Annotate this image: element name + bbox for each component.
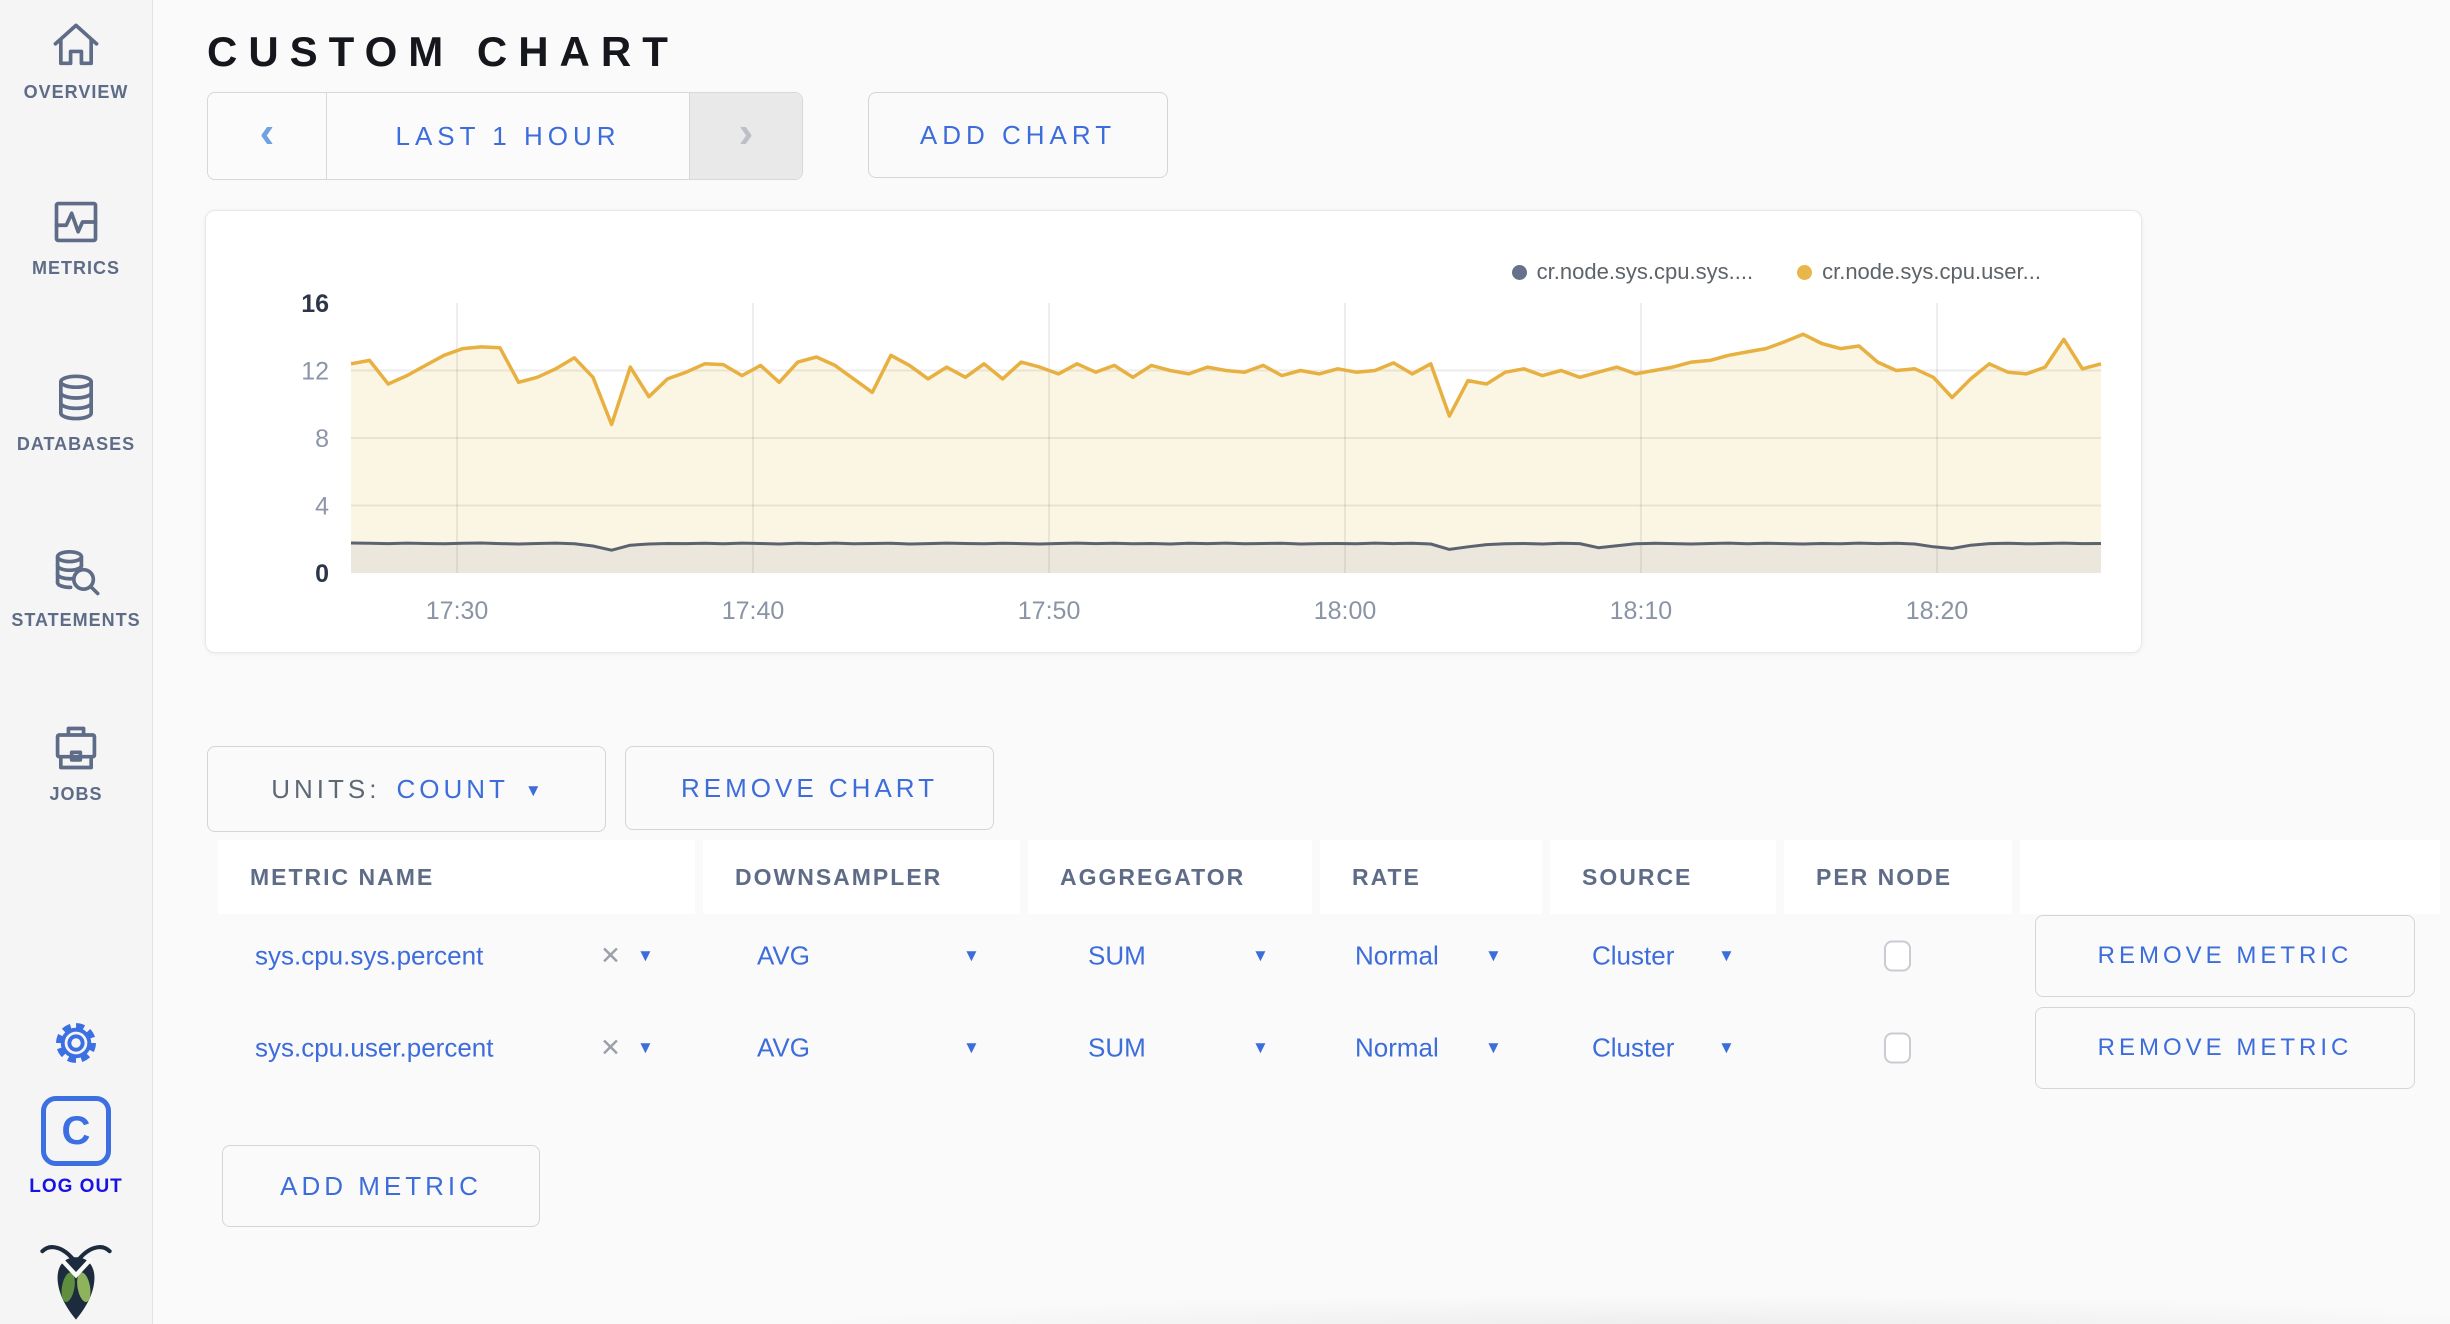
sidebar-item-jobs[interactable]: JOBS <box>0 722 152 805</box>
per-node-checkbox[interactable] <box>1884 940 1911 972</box>
svg-text:4: 4 <box>315 493 329 521</box>
downsampler-select[interactable]: AVG <box>757 1032 810 1063</box>
statements-icon <box>50 548 102 600</box>
sidebar-item-statements[interactable]: STATEMENTS <box>0 548 152 631</box>
table-row: sys.cpu.user.percent ✕ ▼ AVG ▼ SUM ▼ Nor… <box>0 1004 2450 1092</box>
svg-text:18:20: 18:20 <box>1906 597 1969 625</box>
clear-metric-icon[interactable]: ✕ <box>600 942 621 970</box>
column-header-downsampler: DOWNSAMPLER <box>703 840 1020 914</box>
chevron-down-icon: ▼ <box>524 781 542 800</box>
home-icon <box>50 20 102 72</box>
chevron-down-icon[interactable]: ▼ <box>1485 1038 1502 1057</box>
column-header-actions <box>2020 840 2440 914</box>
legend-dot-sys <box>1511 264 1527 280</box>
sidebar-item-label: STATEMENTS <box>11 610 141 630</box>
chevron-right-icon: › <box>738 108 754 157</box>
chart-card: 0 4 8 12 16 17:30 17:40 17:50 18:00 18:10 18:20 cr… <box>205 210 2142 653</box>
svg-text:17:30: 17:30 <box>426 597 489 625</box>
bottom-scroll-shadow <box>600 1294 2450 1324</box>
time-range-selector: ‹ LAST 1 HOUR › <box>207 92 803 180</box>
logout-button[interactable]: C LOG OUT <box>0 1096 152 1198</box>
svg-text:17:50: 17:50 <box>1018 597 1081 625</box>
sidebar-item-label: DATABASES <box>16 434 136 454</box>
chevron-down-icon[interactable]: ▼ <box>1485 946 1502 965</box>
time-range-prev-button[interactable]: ‹ <box>208 93 327 179</box>
per-node-checkbox[interactable] <box>1884 1032 1911 1064</box>
source-select[interactable]: Cluster <box>1592 940 1675 971</box>
svg-text:16: 16 <box>301 290 329 318</box>
chevron-down-icon[interactable]: ▼ <box>963 946 980 965</box>
svg-text:18:10: 18:10 <box>1610 597 1673 625</box>
svg-text:8: 8 <box>315 425 329 453</box>
gear-icon <box>47 1014 105 1072</box>
legend-dot-user <box>1797 264 1813 280</box>
metrics-icon <box>50 196 102 248</box>
clear-metric-icon[interactable]: ✕ <box>600 1034 621 1062</box>
legend-label-sys: cr.node.sys.cpu.sys.... <box>1536 259 1754 284</box>
svg-text:12: 12 <box>301 358 329 386</box>
column-header-per-node: PER NODE <box>1784 840 2012 914</box>
remove-metric-button[interactable]: REMOVE METRIC <box>2035 1007 2415 1089</box>
column-header-aggregator: AGGREGATOR <box>1028 840 1312 914</box>
cockroach-c-icon: C <box>41 1096 111 1166</box>
sidebar-item-label: OVERVIEW <box>23 82 129 102</box>
downsampler-select[interactable]: AVG <box>757 940 810 971</box>
legend-item-user[interactable]: cr.node.sys.cpu.user... <box>1797 259 2041 285</box>
timeseries-chart: 0 4 8 12 16 17:30 17:40 17:50 18:00 18:10 18:20 <box>301 290 2102 625</box>
legend-item-sys[interactable]: cr.node.sys.cpu.sys.... <box>1511 259 1754 285</box>
chevron-down-icon[interactable]: ▼ <box>637 946 654 965</box>
chevron-left-icon: ‹ <box>259 108 275 157</box>
chevron-down-icon[interactable]: ▼ <box>637 1038 654 1057</box>
page-title: CUSTOM CHART <box>207 28 679 76</box>
aggregator-select[interactable]: SUM <box>1088 1032 1146 1063</box>
sidebar-item-overview[interactable]: OVERVIEW <box>0 20 152 103</box>
chevron-down-icon[interactable]: ▼ <box>1718 946 1735 965</box>
svg-text:0: 0 <box>315 560 329 588</box>
chevron-down-icon[interactable]: ▼ <box>963 1038 980 1057</box>
add-chart-button[interactable]: ADD CHART <box>868 92 1168 178</box>
chevron-down-icon[interactable]: ▼ <box>1718 1038 1735 1057</box>
chevron-down-icon[interactable]: ▼ <box>1252 946 1269 965</box>
metric-name-input[interactable]: sys.cpu.sys.percent <box>255 940 484 971</box>
sidebar-item-databases[interactable]: DATABASES <box>0 372 152 455</box>
legend-label-user: cr.node.sys.cpu.user... <box>1822 259 2041 284</box>
column-header-metric-name: METRIC NAME <box>218 840 695 914</box>
column-header-source: SOURCE <box>1550 840 1776 914</box>
sidebar-item-label: JOBS <box>49 784 103 804</box>
units-value: COUNT <box>396 773 509 804</box>
source-select[interactable]: Cluster <box>1592 1032 1675 1063</box>
sidebar-item-metrics[interactable]: METRICS <box>0 196 152 279</box>
database-icon <box>50 372 102 424</box>
chevron-down-icon[interactable]: ▼ <box>1252 1038 1269 1057</box>
briefcase-icon <box>50 722 102 774</box>
svg-text:17:40: 17:40 <box>722 597 785 625</box>
cockroach-bug-icon <box>40 1238 112 1322</box>
rate-select[interactable]: Normal <box>1355 940 1439 971</box>
units-label: UNITS: <box>271 773 381 804</box>
sidebar-item-label: METRICS <box>32 258 120 278</box>
rate-select[interactable]: Normal <box>1355 1032 1439 1063</box>
time-range-next-button[interactable]: › <box>689 93 802 179</box>
column-header-rate: RATE <box>1320 840 1542 914</box>
add-metric-button[interactable]: ADD METRIC <box>222 1145 540 1227</box>
sidebar: OVERVIEW METRICS DATABASES <box>0 0 153 1324</box>
chart-legend: cr.node.sys.cpu.sys.... cr.node.sys.cpu.… <box>1511 259 2041 285</box>
svg-text:18:00: 18:00 <box>1314 597 1377 625</box>
table-row: sys.cpu.sys.percent ✕ ▼ AVG ▼ SUM ▼ Norm… <box>0 912 2450 1000</box>
remove-chart-button[interactable]: REMOVE CHART <box>625 746 994 830</box>
settings-button[interactable] <box>0 1014 152 1072</box>
units-dropdown[interactable]: UNITS: COUNT ▼ <box>207 746 606 832</box>
metric-name-input[interactable]: sys.cpu.user.percent <box>255 1032 494 1063</box>
time-range-value[interactable]: LAST 1 HOUR <box>395 120 621 151</box>
logout-label: LOG OUT <box>29 1176 123 1197</box>
cockroachdb-logo[interactable] <box>0 1238 152 1322</box>
remove-metric-button[interactable]: REMOVE METRIC <box>2035 915 2415 997</box>
aggregator-select[interactable]: SUM <box>1088 940 1146 971</box>
